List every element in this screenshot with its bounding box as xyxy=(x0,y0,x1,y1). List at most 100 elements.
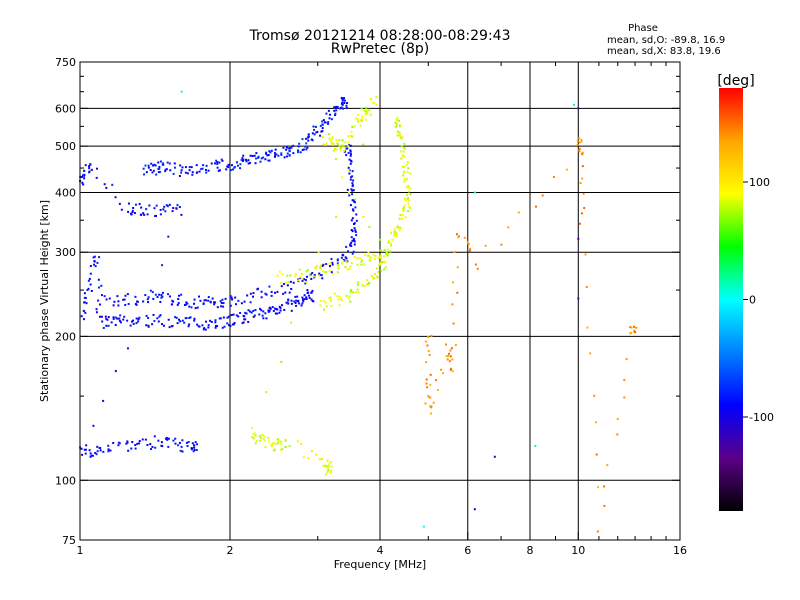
data-point xyxy=(425,382,428,385)
data-point xyxy=(403,170,406,173)
data-point xyxy=(154,293,157,296)
data-point xyxy=(593,394,596,397)
data-point xyxy=(98,256,101,259)
data-point xyxy=(349,243,352,246)
data-point xyxy=(266,154,269,157)
data-point xyxy=(274,148,277,151)
data-point xyxy=(328,464,331,467)
data-point xyxy=(93,260,96,263)
data-point xyxy=(248,310,251,313)
data-point xyxy=(370,275,373,278)
data-point xyxy=(139,213,142,216)
data-point xyxy=(288,154,291,157)
data-point xyxy=(407,185,410,188)
data-point xyxy=(341,139,344,142)
data-point xyxy=(334,114,337,117)
data-point xyxy=(403,156,406,159)
data-point xyxy=(252,295,255,298)
data-point xyxy=(301,302,304,305)
data-point xyxy=(634,331,637,334)
data-point xyxy=(360,263,363,266)
data-point xyxy=(285,148,288,151)
data-point xyxy=(106,318,109,321)
data-point xyxy=(353,227,356,230)
data-point xyxy=(265,293,268,296)
data-point xyxy=(160,296,163,299)
data-point xyxy=(334,106,337,109)
data-point xyxy=(324,301,327,304)
data-point xyxy=(290,302,293,305)
data-point xyxy=(209,319,212,322)
data-point xyxy=(409,193,412,196)
data-point xyxy=(304,145,307,148)
data-point xyxy=(246,294,249,297)
data-point xyxy=(157,320,160,323)
data-point xyxy=(247,162,250,165)
data-point xyxy=(89,264,92,267)
data-point xyxy=(580,140,583,143)
x-axis: 1 2 4 6 8 10 16 xyxy=(77,62,687,557)
data-point xyxy=(578,222,581,225)
data-point xyxy=(351,189,354,192)
data-point xyxy=(96,261,99,264)
data-point xyxy=(262,317,265,320)
data-point xyxy=(352,223,355,226)
data-point xyxy=(351,252,354,255)
data-point xyxy=(362,285,365,288)
data-point xyxy=(406,161,409,164)
data-point xyxy=(264,292,267,295)
data-point xyxy=(340,106,343,109)
data-point xyxy=(386,248,389,251)
colorbar-label: [deg] xyxy=(717,73,754,89)
data-point xyxy=(227,315,230,318)
data-point xyxy=(403,206,406,209)
data-point xyxy=(383,248,386,251)
data-point xyxy=(254,162,257,165)
data-point xyxy=(300,442,303,445)
data-point xyxy=(241,159,244,162)
data-point xyxy=(103,183,106,186)
data-point xyxy=(156,296,159,299)
data-point xyxy=(321,120,324,123)
data-point xyxy=(214,324,217,327)
data-point xyxy=(229,294,232,297)
data-point xyxy=(239,167,242,170)
data-point xyxy=(341,262,344,265)
data-point xyxy=(100,284,103,287)
data-point xyxy=(158,170,161,173)
data-point xyxy=(134,444,137,447)
data-point xyxy=(329,262,332,265)
data-point xyxy=(396,224,399,227)
data-point xyxy=(98,446,101,449)
data-point xyxy=(404,177,407,180)
data-point xyxy=(81,174,84,177)
data-point xyxy=(341,253,344,256)
data-point xyxy=(257,155,260,158)
data-point xyxy=(629,332,632,335)
data-point xyxy=(179,320,182,323)
data-point xyxy=(400,145,403,148)
data-point xyxy=(360,119,363,122)
data-point xyxy=(296,440,299,443)
data-point xyxy=(105,324,108,327)
data-point xyxy=(102,399,105,402)
data-point xyxy=(222,302,225,305)
data-point xyxy=(191,171,194,174)
data-point xyxy=(367,254,370,257)
data-point xyxy=(318,272,321,275)
data-point xyxy=(332,149,335,152)
data-point xyxy=(324,121,327,124)
data-point xyxy=(387,239,390,242)
data-point xyxy=(362,143,365,146)
data-point xyxy=(402,210,405,213)
data-point xyxy=(318,458,321,461)
y-tick-label: 200 xyxy=(55,330,76,343)
data-point xyxy=(138,203,141,206)
data-point xyxy=(336,271,339,274)
data-point xyxy=(346,101,349,104)
data-point xyxy=(147,324,150,327)
data-point xyxy=(161,163,164,166)
data-point xyxy=(366,279,369,282)
data-point xyxy=(315,453,318,456)
data-point xyxy=(83,301,86,304)
